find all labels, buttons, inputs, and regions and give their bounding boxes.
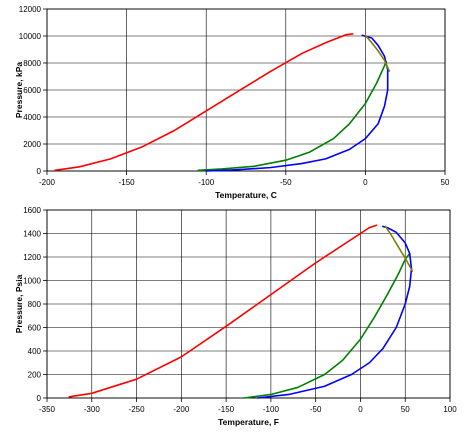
series-line-3 bbox=[205, 34, 389, 172]
x-tick-label: -50 bbox=[280, 178, 292, 187]
series-line-3 bbox=[256, 225, 413, 399]
x-tick-label: -100 bbox=[198, 178, 215, 187]
x-tick-label: 50 bbox=[401, 405, 410, 414]
x-tick-label: -200 bbox=[173, 405, 190, 414]
y-tick-label: 1400 bbox=[23, 230, 41, 239]
x-axis-label: Temperature, C bbox=[215, 190, 277, 200]
x-tick-label: -150 bbox=[119, 178, 136, 187]
x-tick-label: -350 bbox=[39, 405, 56, 414]
x-tick-label: 0 bbox=[363, 178, 368, 187]
x-tick-label: 100 bbox=[443, 405, 457, 414]
x-tick-label: -250 bbox=[129, 405, 146, 414]
y-tick-label: 1600 bbox=[23, 206, 41, 215]
series-line-1 bbox=[68, 224, 378, 398]
y-axis-label: Pressure, Psia bbox=[14, 274, 24, 333]
series-line-4 bbox=[384, 225, 414, 272]
x-tick-label: -300 bbox=[84, 405, 101, 414]
x-tick-label: -150 bbox=[218, 405, 235, 414]
y-tick-label: 1200 bbox=[23, 253, 41, 262]
x-tick-label: -100 bbox=[263, 405, 280, 414]
y-axis-label: Pressure, kPa bbox=[14, 62, 24, 119]
y-tick-label: 600 bbox=[28, 324, 42, 333]
series-line-1 bbox=[54, 33, 354, 172]
x-tick-label: -50 bbox=[310, 405, 322, 414]
y-tick-label: 1000 bbox=[23, 277, 41, 286]
y-tick-label: 2000 bbox=[23, 140, 41, 149]
x-tick-label: 50 bbox=[441, 178, 450, 187]
y-tick-label: 800 bbox=[28, 300, 42, 309]
series-line-2 bbox=[197, 60, 387, 172]
y-tick-label: 4000 bbox=[23, 113, 41, 122]
x-axis-label: Temperature, F bbox=[218, 417, 279, 427]
series-line-4 bbox=[364, 34, 391, 72]
x-tick-label: -200 bbox=[39, 178, 56, 187]
y-tick-label: 400 bbox=[28, 347, 42, 356]
chart-1: -200 -150 -100 -50 0 50 0 2000 4000 6000 8000 10000… bbox=[14, 5, 450, 200]
y-tick-label: 0 bbox=[37, 167, 42, 176]
x-tick-label: 0 bbox=[358, 405, 363, 414]
y-tick-label: 0 bbox=[37, 394, 42, 403]
y-tick-label: 8000 bbox=[23, 59, 41, 68]
series-line-2 bbox=[243, 252, 411, 399]
y-tick-label: 6000 bbox=[23, 86, 41, 95]
y-tick-label: 10000 bbox=[19, 32, 42, 41]
y-tick-label: 200 bbox=[28, 371, 42, 380]
y-tick-label: 12000 bbox=[19, 5, 42, 14]
chart-2: -350 -300 -250 -200 -150 -100 -50 0 50 1000200400… bbox=[14, 206, 457, 427]
